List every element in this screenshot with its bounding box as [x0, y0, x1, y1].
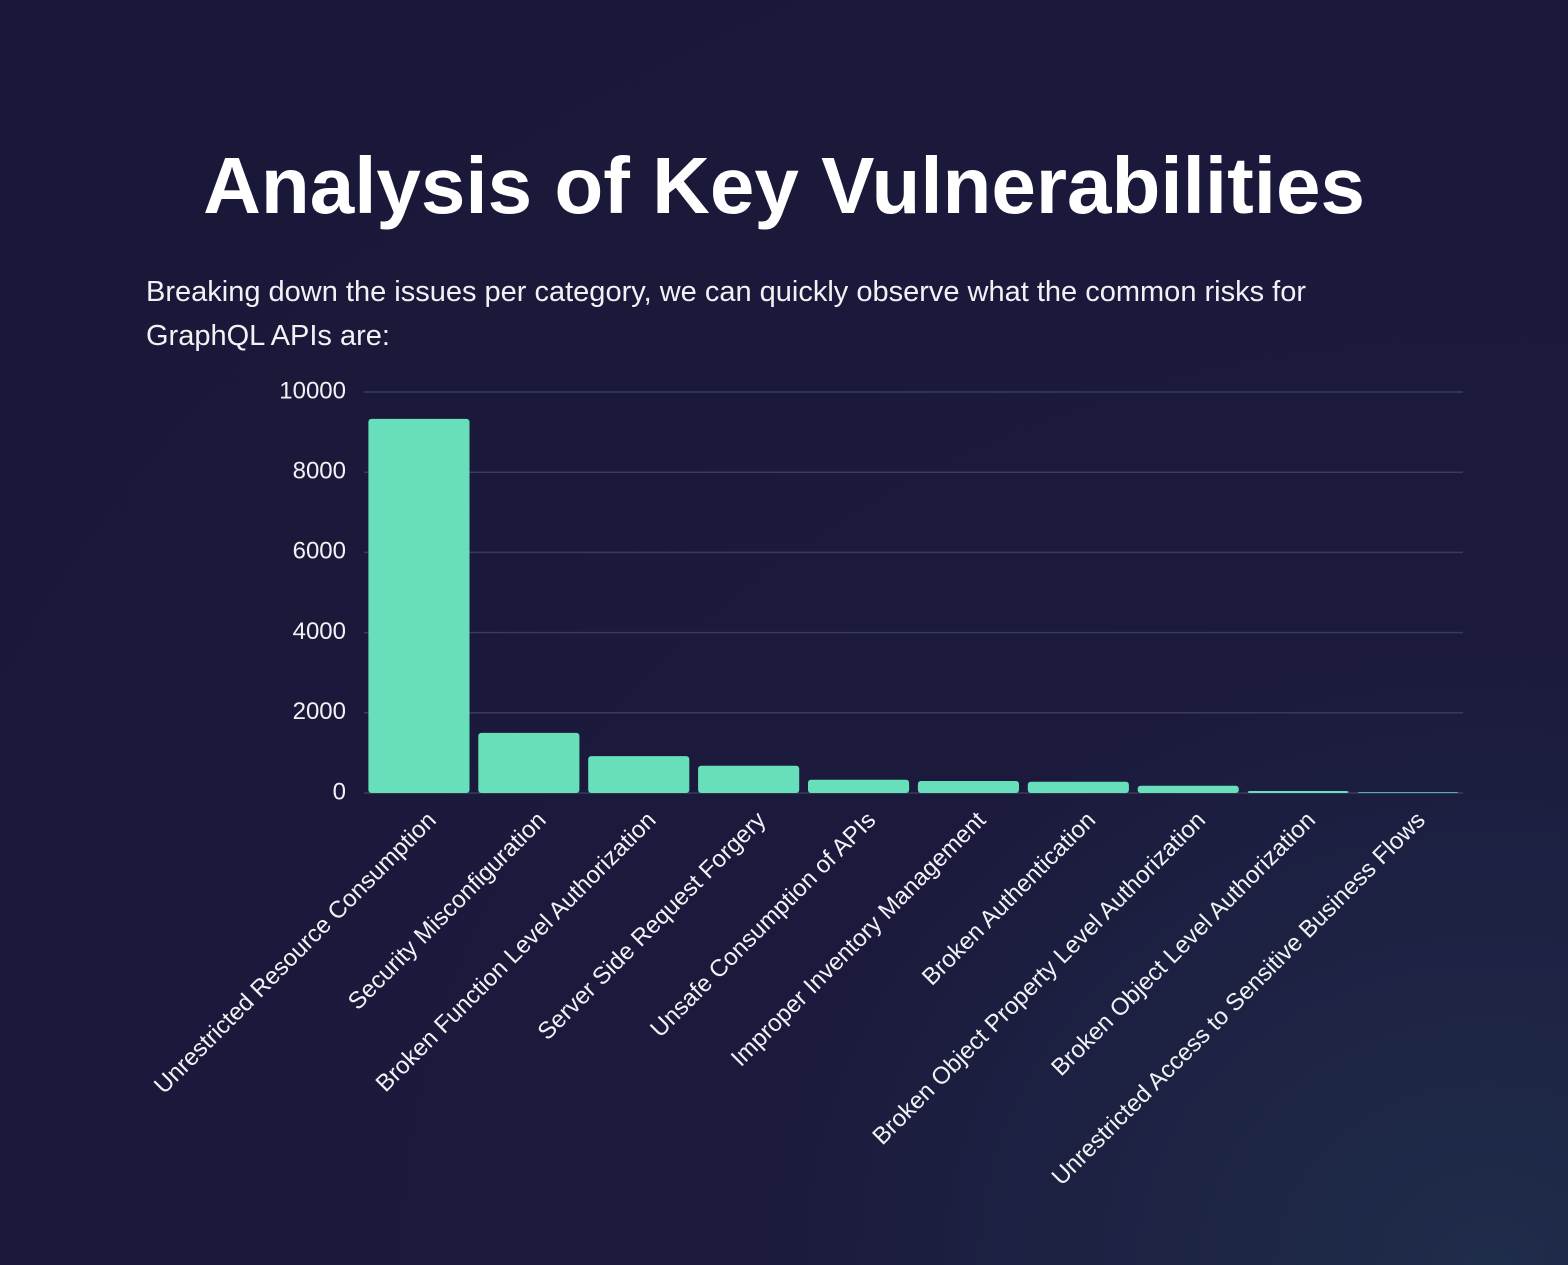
bar: [588, 756, 690, 793]
y-tick-label: 10000: [279, 377, 346, 404]
y-tick-label: 4000: [293, 618, 346, 645]
bar: [1247, 790, 1349, 793]
x-tick-label: Unsafe Consumption of APIs: [645, 807, 881, 1043]
y-tick-label: 8000: [293, 458, 346, 485]
y-tick-label: 0: [333, 778, 346, 805]
bar: [698, 765, 800, 793]
y-tick-label: 2000: [293, 698, 346, 725]
bar: [807, 779, 910, 793]
x-tick-label: Security Misconfiguration: [343, 807, 552, 1016]
chart-subtitle: Breaking down the issues per category, w…: [146, 276, 1306, 352]
bar: [368, 418, 470, 793]
y-tick-label: 6000: [293, 538, 346, 565]
x-tick-label: Server Side Request Forgery: [533, 807, 772, 1046]
x-tick-label: Unrestricted Access to Sensitive Busines…: [1047, 807, 1431, 1191]
bar: [1357, 792, 1459, 793]
chart-title: Analysis of Key Vulnerabilities: [203, 141, 1365, 230]
bar: [917, 780, 1020, 793]
bar: [1137, 785, 1239, 793]
bar: [478, 732, 580, 793]
bar: [1027, 781, 1129, 793]
